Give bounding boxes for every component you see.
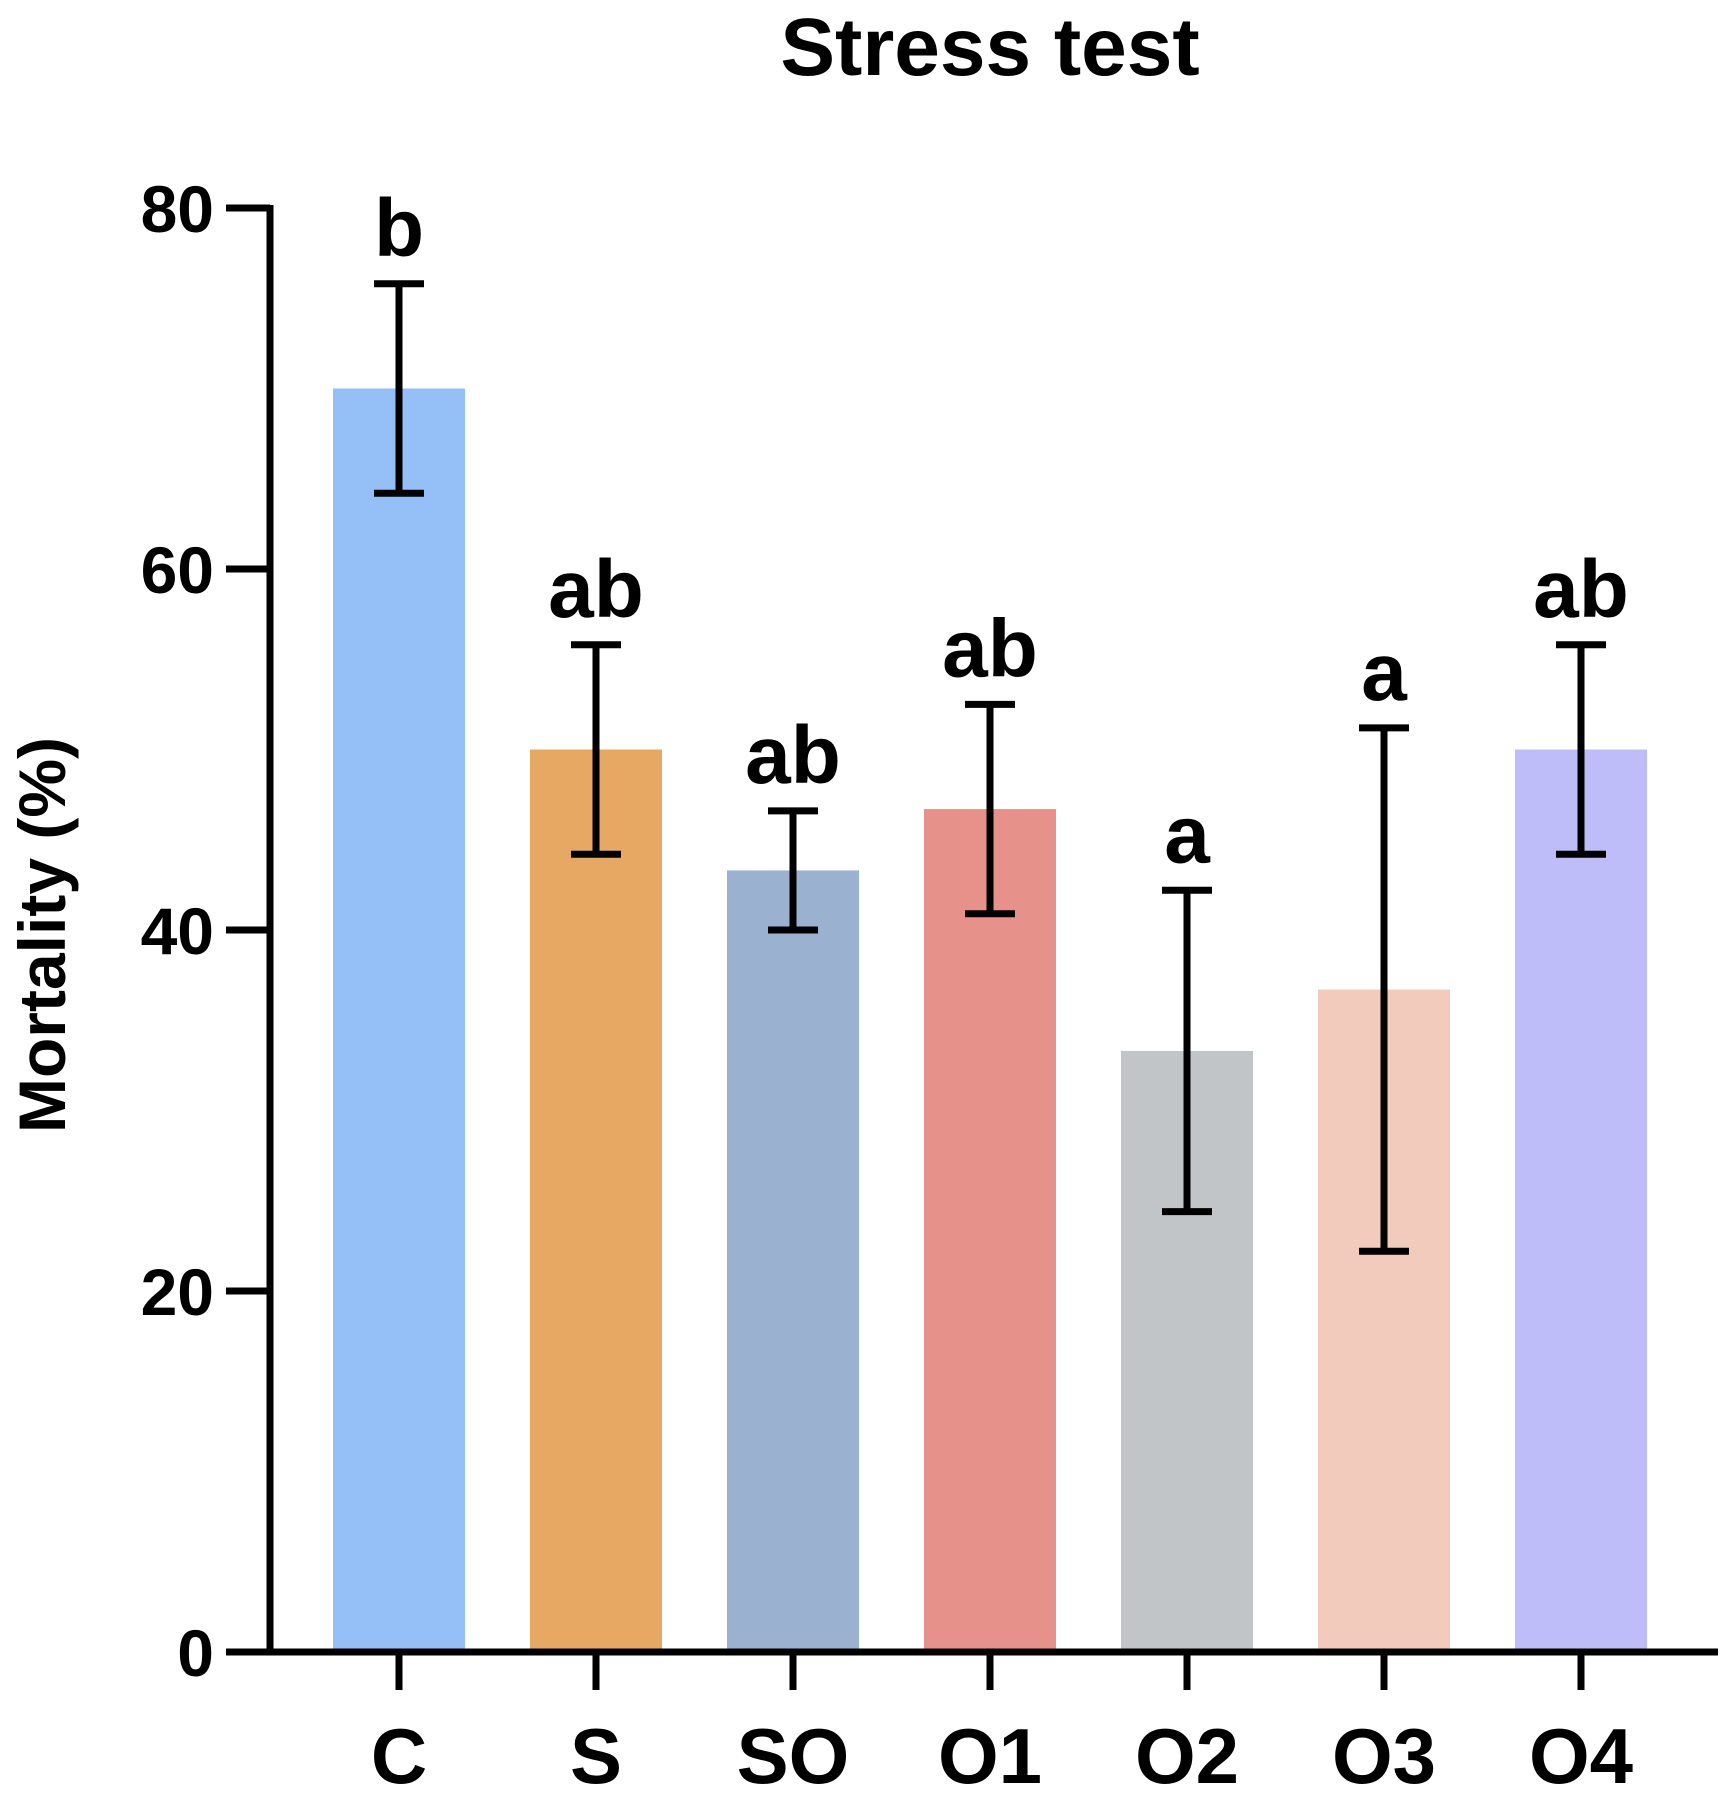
y-tick-label-80: 80 (141, 172, 214, 246)
significance-label-c: b (374, 183, 424, 274)
error-bar-so (768, 807, 818, 934)
x-tick-label-o3: O3 (1332, 1712, 1436, 1797)
bars-layer (333, 388, 1647, 1652)
y-tick-label-0: 0 (177, 1616, 214, 1690)
error-bar-c (374, 280, 424, 497)
x-tick-label-c: C (371, 1712, 427, 1797)
error-bars-layer (374, 280, 1606, 1255)
error-bar-o4 (1556, 641, 1606, 858)
bar-so (727, 870, 859, 1652)
x-tick-label-o1: O1 (938, 1712, 1042, 1797)
chart-title: Stress test (780, 2, 1199, 93)
x-tick-label-o2: O2 (1135, 1712, 1239, 1797)
x-ticks: C S SO O1 O2 O3 O4 (371, 1652, 1633, 1797)
significance-label-o4: ab (1533, 544, 1629, 635)
y-axis-label: Mortality (%) (5, 737, 79, 1133)
error-bar-s (571, 641, 621, 858)
x-tick-label-s: S (570, 1712, 622, 1797)
y-tick-label-60: 60 (141, 533, 214, 607)
error-bar-o1 (965, 700, 1015, 918)
y-tick-label-40: 40 (141, 894, 214, 968)
significance-label-o3: a (1361, 627, 1408, 718)
significance-labels-layer: b ab ab ab a a ab (374, 183, 1629, 880)
bar-c (333, 388, 465, 1652)
error-bar-o3 (1359, 724, 1409, 1255)
bar-o4 (1515, 749, 1647, 1652)
bar-s (530, 749, 662, 1652)
y-ticks: 0 20 40 60 80 (141, 172, 270, 1690)
significance-label-s: ab (548, 544, 644, 635)
y-tick-label-20: 20 (141, 1255, 214, 1329)
x-tick-label-o4: O4 (1529, 1712, 1633, 1797)
error-bar-o2 (1162, 886, 1212, 1216)
significance-label-o2: a (1164, 789, 1211, 880)
significance-label-o1: ab (942, 603, 1038, 694)
bar-o1 (924, 809, 1056, 1652)
x-tick-label-so: SO (737, 1712, 850, 1797)
significance-label-so: ab (745, 710, 841, 801)
